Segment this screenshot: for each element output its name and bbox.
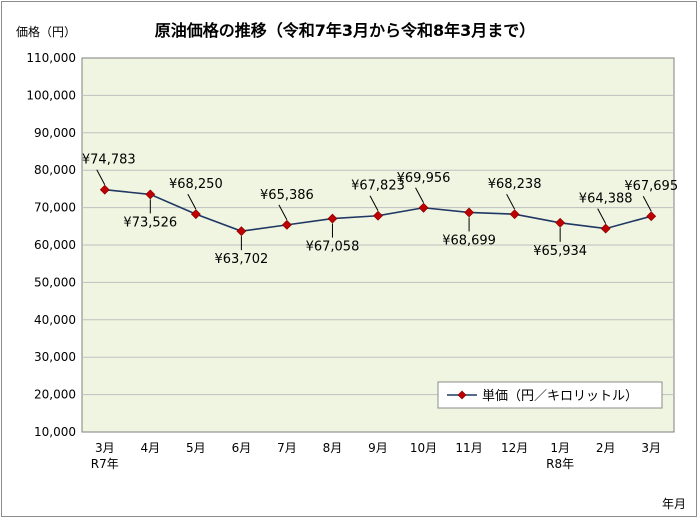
x-tick-labels: 3月 R7年 4月 5月 6月 7月 8月 9月 10月 11月 12月 1月 R8年 2月 3月 — [91, 441, 661, 471]
y-axis-label: 価格（円） — [16, 24, 76, 39]
data-label-leader — [278, 204, 288, 221]
data-point-marker — [600, 223, 611, 234]
data-label: ¥68,238 — [488, 177, 542, 192]
x-tick-label: 7月 — [277, 441, 297, 455]
data-label: ¥65,934 — [533, 244, 587, 259]
data-label: ¥68,699 — [442, 233, 496, 248]
x-tick-sublabel: R7年 — [91, 457, 119, 471]
data-point-marker — [418, 202, 429, 213]
x-tick-label: 2月 — [596, 441, 616, 455]
x-tick-label: 3月 — [641, 441, 661, 455]
data-point-marker — [281, 219, 292, 230]
data-point-marker — [509, 209, 520, 220]
data-label: ¥63,702 — [215, 252, 269, 267]
data-label: ¥65,386 — [260, 188, 314, 203]
x-tick-label: 12月 — [501, 441, 528, 455]
y-tick-label: 90,000 — [34, 126, 76, 140]
data-label: ¥67,823 — [351, 179, 405, 194]
data-label: ¥69,956 — [397, 171, 451, 186]
legend-series-name: 単価（円／キロリットル） — [482, 388, 638, 404]
y-tick-label: 70,000 — [34, 201, 76, 215]
data-label-leader — [96, 169, 106, 185]
y-tick-label: 110,000 — [26, 51, 76, 65]
data-label: ¥73,526 — [123, 215, 177, 230]
data-point-marker — [236, 226, 247, 237]
x-tick-label: 4月 — [140, 441, 160, 455]
data-label: ¥74,783 — [82, 153, 136, 168]
data-point-marker — [646, 211, 657, 222]
x-tick-label: 9月 — [368, 441, 388, 455]
x-tick-label: 11月 — [455, 441, 482, 455]
data-point-marker — [327, 213, 338, 224]
x-tick-sublabel: R8年 — [546, 457, 574, 471]
data-point-marker — [464, 207, 475, 218]
x-tick-label: 6月 — [232, 441, 252, 455]
y-tick-label: 40,000 — [34, 313, 76, 327]
data-point-marker — [145, 189, 156, 200]
data-point-marker — [99, 184, 110, 195]
data-point-marker — [190, 209, 201, 220]
data-point-marker — [555, 217, 566, 228]
data-label-leader — [597, 208, 607, 224]
data-labels: ¥74,783 ¥73,526 ¥68,250 ¥63,702 ¥65,386 ¥67,0… — [82, 153, 678, 267]
chart-title: 原油価格の推移（令和7年3月から令和8年3月まで） — [155, 21, 536, 40]
data-point-markers — [99, 184, 657, 237]
legend: 単価（円／キロリットル） — [437, 381, 663, 409]
x-tick-label: 10月 — [410, 441, 437, 455]
data-label-leader — [642, 195, 652, 212]
data-label-leader — [415, 187, 424, 203]
x-tick-label: 8月 — [323, 441, 343, 455]
y-tick-label: 50,000 — [34, 275, 76, 289]
legend-marker — [457, 390, 467, 400]
data-label: ¥67,695 — [624, 179, 678, 194]
data-label: ¥68,250 — [169, 177, 223, 192]
x-tick-label: 5月 — [186, 441, 206, 455]
y-tick-label: 10,000 — [34, 425, 76, 439]
x-tick-label: 3月 — [95, 441, 115, 455]
x-axis-label: 年月 — [662, 497, 686, 511]
y-tick-labels: 10,000 20,000 30,000 40,000 50,000 60,000 70,0… — [26, 51, 76, 439]
y-tick-label: 20,000 — [34, 388, 76, 402]
y-tick-label: 30,000 — [34, 350, 76, 364]
data-label-leader — [369, 195, 379, 211]
data-label: ¥67,058 — [306, 240, 360, 255]
data-label-leader — [187, 193, 197, 210]
y-tick-label: 60,000 — [34, 238, 76, 252]
data-label-leaders — [96, 169, 652, 251]
y-tick-label: 100,000 — [26, 88, 76, 102]
data-label: ¥64,388 — [579, 192, 633, 207]
y-tick-label: 80,000 — [34, 163, 76, 177]
data-label-leader — [506, 193, 516, 210]
data-point-marker — [373, 210, 383, 221]
x-tick-label: 1月 — [550, 441, 570, 455]
